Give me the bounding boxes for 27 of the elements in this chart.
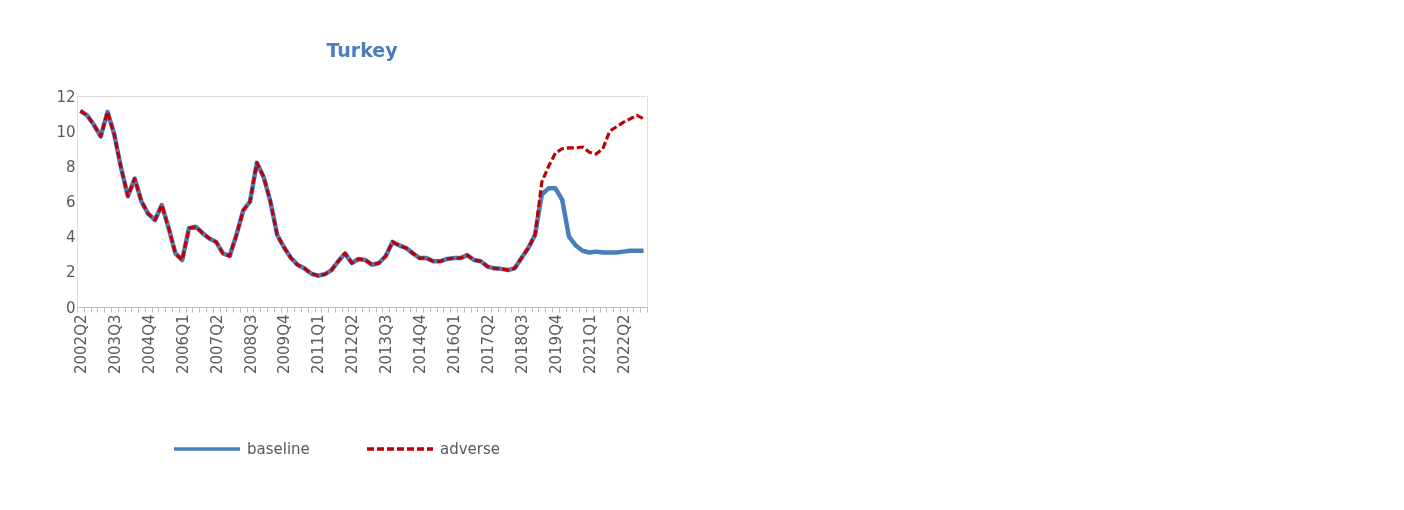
x-tick-label: 2022Q2: [614, 314, 633, 375]
x-tick-label: 2006Q1: [173, 314, 192, 375]
x-tick-label: 2011Q1: [309, 314, 328, 375]
x-tick-label: 2018Q3: [512, 314, 531, 375]
x-tick-label: 2017Q2: [479, 314, 498, 375]
x-tick-label: 2004Q4: [139, 314, 158, 375]
legend-label: baseline: [247, 440, 310, 458]
x-tick-label: 2019Q4: [546, 314, 565, 375]
x-tick-label: 2014Q4: [411, 314, 430, 375]
x-tick-label: 2008Q3: [241, 314, 260, 375]
y-tick-label: 4: [65, 228, 76, 247]
y-tick-label: 6: [65, 193, 76, 211]
x-tick-label: 2009Q4: [275, 314, 294, 375]
y-tick-label: 0: [65, 298, 76, 317]
y-tick-label: 8: [65, 157, 76, 176]
x-tick-label: 2003Q3: [105, 314, 124, 375]
x-tick-label: 2012Q2: [343, 314, 362, 375]
y-tick-label: 2: [65, 263, 76, 282]
legend-label: adverse: [440, 440, 501, 458]
x-tick-label: 2007Q2: [207, 314, 226, 375]
x-tick-label: 2013Q3: [377, 314, 396, 375]
chart-title: Turkey: [326, 39, 399, 61]
x-tick-label: 2002Q2: [71, 314, 90, 375]
y-tick-label: 12: [56, 87, 76, 106]
y-tick-label: 10: [56, 122, 76, 141]
x-tick-label: 2016Q1: [445, 314, 464, 375]
x-tick-label: 2021Q1: [580, 314, 599, 375]
